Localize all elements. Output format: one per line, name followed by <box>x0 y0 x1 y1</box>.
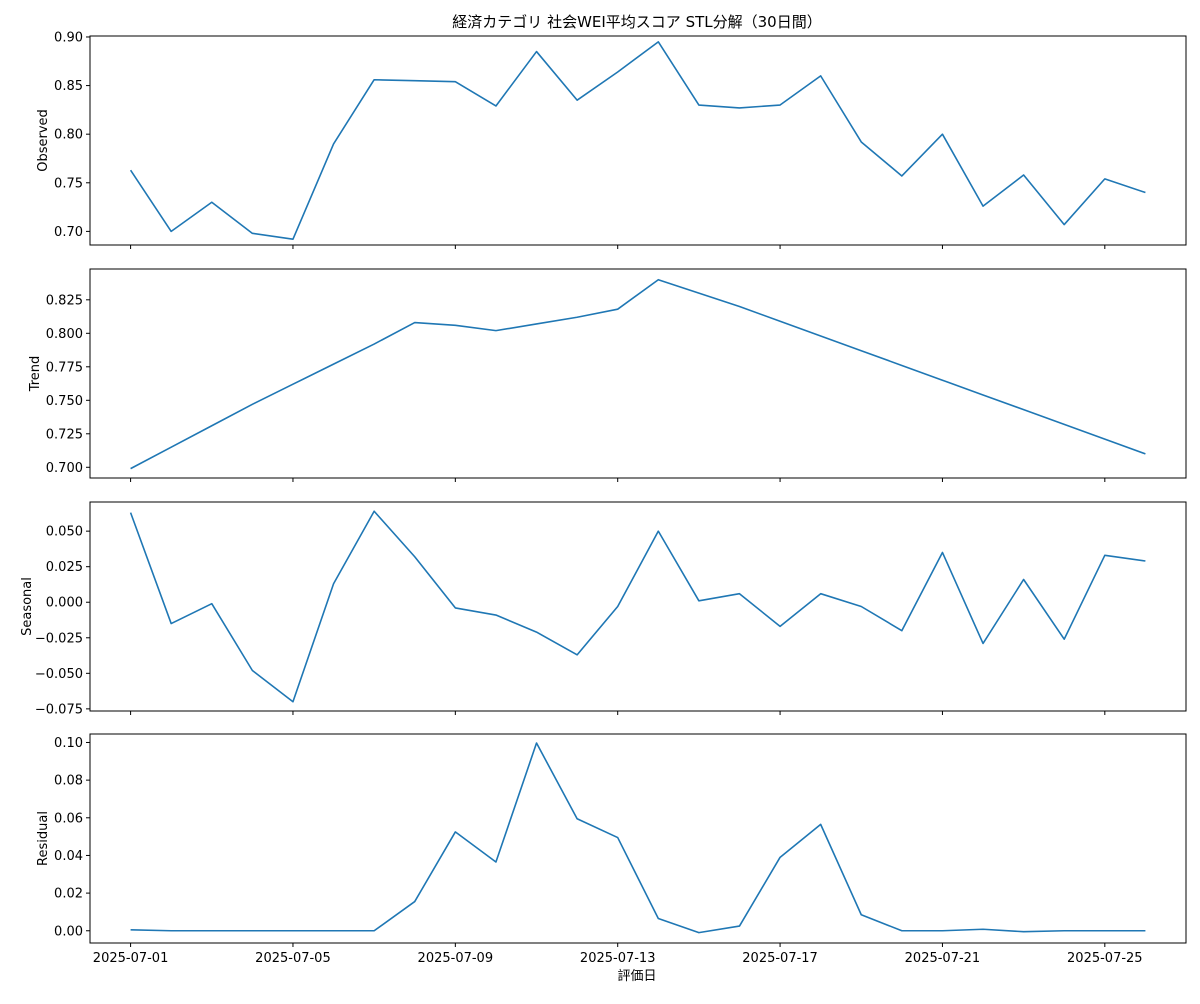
y-tick-label: 0.775 <box>46 360 83 375</box>
y-tick-label: 0.825 <box>46 293 83 308</box>
y-tick-label: −0.075 <box>35 702 83 717</box>
y-tick-label: −0.025 <box>35 631 83 646</box>
y-tick-label: −0.050 <box>35 667 83 682</box>
y-tick-label: 0.700 <box>46 461 83 476</box>
y-tick-label: 0.00 <box>54 924 83 939</box>
y-axis-label: Residual <box>36 811 51 866</box>
y-tick-label: 0.85 <box>54 79 83 94</box>
y-tick-label: 0.725 <box>46 427 83 442</box>
series-line-observed <box>131 42 1146 239</box>
panel-seasonal: −0.075 −0.050 −0.025 0.000 0.025 0.050 Seasona… <box>20 502 1186 717</box>
y-tick-label: 0.02 <box>54 887 83 902</box>
y-tick-label: 0.04 <box>54 849 83 864</box>
x-axis-label: 評価日 <box>617 969 656 984</box>
panel-residual: 0.00 0.02 0.04 0.06 0.08 0.10 Residual 2025-07-… <box>36 734 1186 966</box>
y-tick-label: 0.050 <box>46 525 83 540</box>
y-tick-label: 0.06 <box>54 811 83 826</box>
y-axis-label: Seasonal <box>20 577 35 636</box>
y-tick-label: 0.75 <box>54 176 83 191</box>
plot-frame <box>90 502 1186 711</box>
y-tick-label: 0.800 <box>46 327 83 342</box>
series-line-residual <box>131 743 1146 933</box>
x-tick-label: 2025-07-13 <box>580 951 656 966</box>
plot-frame <box>90 269 1186 478</box>
panel-trend: 0.700 0.725 0.750 0.775 0.800 0.825 Trend <box>28 269 1186 482</box>
series-line-seasonal <box>131 511 1146 702</box>
x-tick-label: 2025-07-09 <box>418 951 494 966</box>
x-tick-label: 2025-07-17 <box>742 951 818 966</box>
x-tick-label: 2025-07-21 <box>905 951 981 966</box>
y-tick-label: 0.70 <box>54 225 83 240</box>
x-tick-label: 2025-07-25 <box>1067 951 1143 966</box>
panel-observed: 0.70 0.75 0.80 0.85 0.90 Observed <box>36 30 1186 249</box>
y-tick-label: 0.750 <box>46 394 83 409</box>
y-tick-label: 0.90 <box>54 30 83 45</box>
plot-frame <box>90 734 1186 943</box>
y-axis-label: Observed <box>36 109 51 172</box>
series-line-trend <box>131 280 1146 469</box>
y-tick-label: 0.000 <box>46 596 83 611</box>
y-axis-label: Trend <box>28 356 43 393</box>
y-tick-label: 0.025 <box>46 560 83 575</box>
plot-frame <box>90 36 1186 245</box>
y-tick-label: 0.10 <box>54 736 83 751</box>
y-tick-label: 0.80 <box>54 128 83 143</box>
x-tick-label: 2025-07-05 <box>255 951 331 966</box>
chart-title: 経済カテゴリ 社会WEI平均スコア STL分解（30日間） <box>452 13 821 31</box>
x-tick-label: 2025-07-01 <box>93 951 169 966</box>
y-tick-label: 0.08 <box>54 774 83 789</box>
